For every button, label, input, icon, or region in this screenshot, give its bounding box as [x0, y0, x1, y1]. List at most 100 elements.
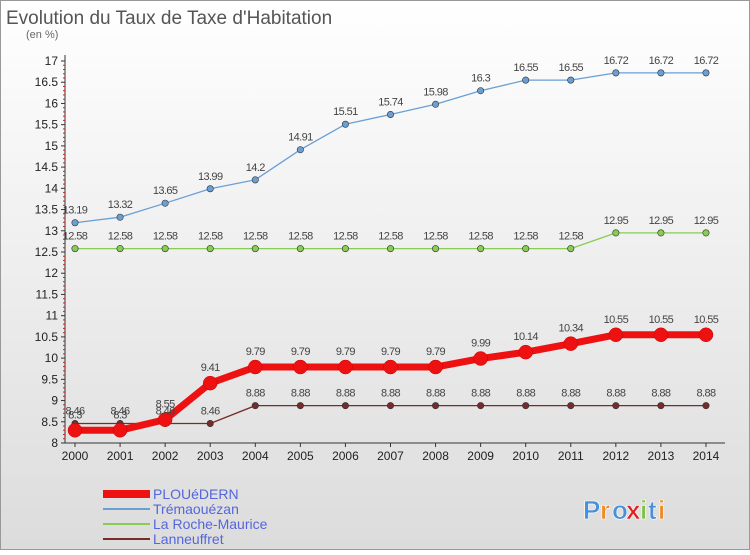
data-label: 9.79 — [291, 346, 310, 358]
data-point — [293, 359, 308, 375]
y-tick-label: 17 — [45, 54, 59, 68]
data-label: 12.58 — [198, 231, 223, 243]
data-label: 9.79 — [336, 346, 355, 358]
x-tick-label: 2004 — [242, 449, 269, 463]
data-point — [612, 229, 620, 237]
data-point — [157, 412, 173, 427]
logo-letter: r — [600, 495, 610, 525]
data-point — [71, 245, 79, 253]
data-point — [251, 176, 259, 184]
data-label: 12.58 — [63, 231, 88, 243]
data-label: 13.65 — [153, 185, 178, 197]
data-label: 14.91 — [288, 132, 313, 144]
x-tick-label: 2000 — [62, 449, 89, 463]
data-point — [386, 245, 394, 253]
x-tick-label: 2012 — [602, 449, 629, 463]
y-tick-label: 9 — [51, 394, 58, 408]
y-tick-label: 15 — [45, 139, 59, 153]
legend-label: Lanneuffret — [153, 531, 224, 547]
y-tick-label: 10.5 — [35, 330, 59, 344]
y-tick-label: 13 — [45, 224, 59, 238]
data-label: 12.58 — [423, 231, 448, 243]
data-label: 12.58 — [288, 231, 313, 243]
data-label: 9.79 — [426, 346, 445, 358]
y-tick-label: 12.5 — [35, 245, 59, 259]
data-label: 8.88 — [516, 388, 535, 400]
data-label: 15.74 — [378, 96, 403, 108]
data-point — [432, 245, 440, 253]
data-point — [657, 402, 665, 410]
data-point — [657, 229, 665, 237]
x-tick-label: 2008 — [422, 449, 449, 463]
data-label: 8.88 — [291, 388, 310, 400]
x-tick-label: 2006 — [332, 449, 359, 463]
data-label: 12.95 — [649, 215, 674, 227]
data-label: 10.55 — [604, 314, 629, 326]
logo-letter: t — [648, 495, 657, 525]
data-point — [702, 402, 710, 410]
x-tick-label: 2014 — [693, 449, 720, 463]
data-point — [567, 402, 575, 410]
data-label: 12.58 — [153, 231, 178, 243]
chart-subtitle: (en %) — [26, 29, 58, 41]
data-label: 8.88 — [426, 388, 445, 400]
y-tick-label: 14 — [45, 181, 59, 195]
data-label: 10.34 — [559, 323, 584, 335]
data-point — [698, 327, 714, 343]
data-label: 16.72 — [694, 55, 719, 67]
data-label: 12.58 — [333, 231, 358, 243]
data-point — [567, 76, 575, 84]
data-point — [161, 199, 169, 207]
data-point — [563, 336, 579, 351]
y-tick-label: 10 — [45, 351, 59, 365]
x-tick-label: 2002 — [152, 449, 179, 463]
data-point — [202, 375, 218, 391]
data-label: 8.88 — [651, 388, 670, 400]
data-point — [477, 245, 485, 253]
data-point — [432, 100, 440, 108]
x-tick-label: 2001 — [107, 449, 134, 463]
data-label: 8.88 — [471, 388, 490, 400]
data-label: 8.88 — [246, 388, 265, 400]
data-point — [248, 359, 263, 375]
data-point — [251, 245, 259, 253]
data-label: 8.46 — [201, 405, 220, 417]
x-tick-label: 2003 — [197, 449, 224, 463]
data-point — [206, 419, 214, 427]
data-point — [341, 402, 349, 410]
data-label: 15.98 — [423, 86, 448, 98]
data-point — [386, 402, 394, 410]
data-point — [477, 402, 485, 410]
data-label: 9.79 — [381, 346, 400, 358]
x-tick-label: 2010 — [512, 449, 539, 463]
legend-label: La Roche-Maurice — [153, 516, 268, 532]
data-label: 8.55 — [156, 399, 175, 411]
data-label: 12.58 — [243, 231, 268, 243]
data-point — [338, 359, 353, 375]
data-label: 9.41 — [201, 362, 220, 374]
data-point — [653, 327, 669, 343]
data-label: 16.55 — [513, 62, 538, 74]
data-label: 8.88 — [561, 388, 580, 400]
data-point — [161, 245, 169, 253]
data-label: 16.72 — [649, 55, 674, 67]
legend-label: PLOUéDERN — [153, 486, 239, 502]
y-tick-label: 16 — [45, 96, 59, 110]
x-tick-label: 2007 — [377, 449, 404, 463]
data-label: 16.3 — [471, 73, 490, 85]
y-tick-label: 14.5 — [35, 160, 59, 174]
x-tick-label: 2009 — [467, 449, 494, 463]
data-point — [657, 69, 665, 77]
data-label: 13.32 — [108, 199, 133, 211]
data-point — [296, 146, 304, 154]
data-label: 12.58 — [108, 231, 133, 243]
data-label: 16.55 — [559, 62, 584, 74]
data-point — [206, 245, 214, 253]
data-point — [67, 423, 83, 438]
data-label: 14.2 — [246, 162, 265, 174]
